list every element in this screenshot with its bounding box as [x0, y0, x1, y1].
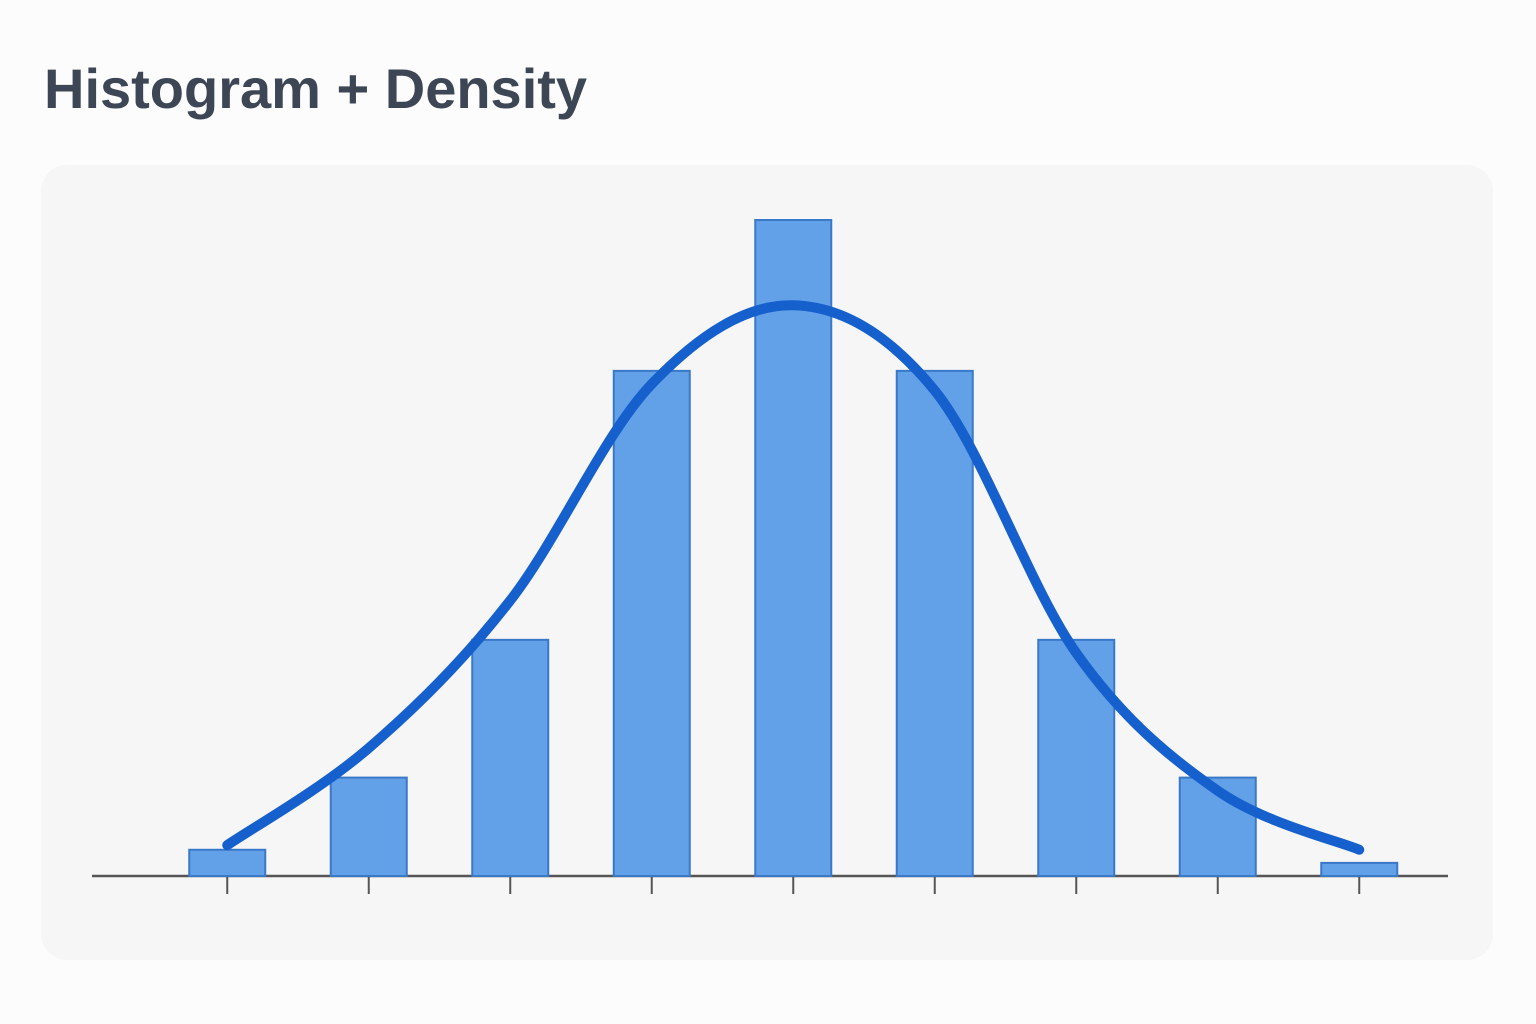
bar: [329, 776, 408, 877]
bar: [188, 848, 267, 878]
bar: [754, 219, 833, 877]
plot-area: [92, 219, 1448, 894]
bar: [1037, 638, 1116, 878]
bar: [471, 638, 550, 878]
chart-title: Histogram + Density: [44, 57, 587, 120]
bar: [895, 369, 974, 877]
bar: [1320, 861, 1399, 878]
density-line: [222, 300, 1365, 855]
bar: [612, 369, 691, 877]
